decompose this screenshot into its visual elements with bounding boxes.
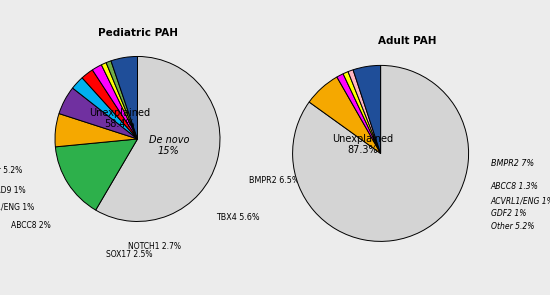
Text: ACVRL1/ENG 1%: ACVRL1/ENG 1% [491, 196, 550, 205]
Text: BMPR2 6.5%: BMPR2 6.5% [249, 176, 300, 185]
Wedge shape [59, 88, 138, 139]
Text: SOX17 2.5%: SOX17 2.5% [106, 250, 152, 259]
Wedge shape [106, 61, 138, 139]
Wedge shape [348, 70, 381, 153]
Text: NOTCH1 2.7%: NOTCH1 2.7% [128, 242, 180, 251]
Wedge shape [55, 114, 138, 147]
Title: Pediatric PAH: Pediatric PAH [97, 28, 178, 38]
Wedge shape [82, 70, 138, 139]
Text: Other 5.2%: Other 5.2% [491, 222, 534, 231]
Wedge shape [101, 63, 138, 139]
Text: ACVRL1/ENG 1%: ACVRL1/ENG 1% [0, 202, 34, 211]
Wedge shape [92, 65, 138, 139]
Text: De novo
15%: De novo 15% [148, 135, 189, 156]
Wedge shape [293, 65, 469, 241]
Text: TBX4 5.6%: TBX4 5.6% [216, 213, 260, 222]
Text: ABCC8 1.3%: ABCC8 1.3% [491, 182, 538, 191]
Wedge shape [337, 74, 381, 153]
Title: Adult PAH: Adult PAH [378, 36, 436, 46]
Text: GDF2 1%: GDF2 1% [491, 209, 526, 218]
Text: Unexplained
87.3%: Unexplained 87.3% [332, 134, 394, 155]
Text: Other 5.2%: Other 5.2% [0, 166, 22, 175]
Wedge shape [73, 78, 138, 139]
Text: Unexplained
58.4%: Unexplained 58.4% [89, 108, 150, 129]
Wedge shape [343, 72, 381, 153]
Text: BMPR2 7%: BMPR2 7% [491, 160, 534, 168]
Wedge shape [111, 56, 138, 139]
Wedge shape [56, 139, 138, 210]
Text: SMAD9 1%: SMAD9 1% [0, 186, 26, 195]
Wedge shape [96, 56, 220, 222]
Text: ABCC8 2%: ABCC8 2% [11, 221, 51, 230]
Wedge shape [353, 65, 381, 153]
Wedge shape [309, 77, 381, 153]
